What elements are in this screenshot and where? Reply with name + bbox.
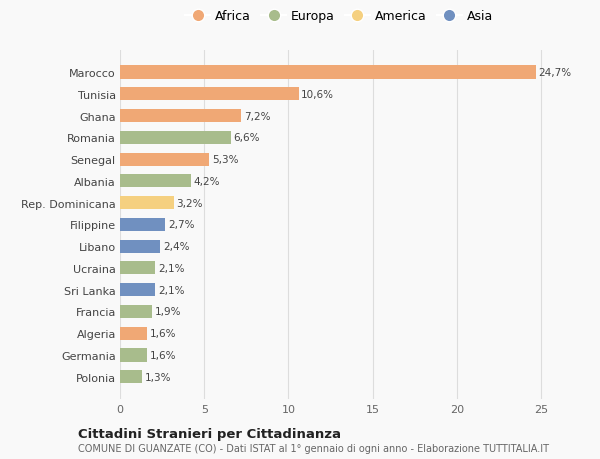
Bar bbox=[120, 110, 241, 123]
Text: 2,4%: 2,4% bbox=[163, 241, 190, 252]
Bar bbox=[120, 175, 191, 188]
Text: 1,9%: 1,9% bbox=[155, 307, 181, 317]
Bar bbox=[120, 327, 147, 340]
Text: 2,1%: 2,1% bbox=[158, 285, 184, 295]
Bar bbox=[120, 67, 536, 79]
Bar bbox=[120, 153, 209, 166]
Bar bbox=[120, 196, 174, 210]
Bar bbox=[120, 88, 299, 101]
Text: 10,6%: 10,6% bbox=[301, 90, 334, 100]
Bar bbox=[120, 218, 166, 231]
Text: Cittadini Stranieri per Cittadinanza: Cittadini Stranieri per Cittadinanza bbox=[78, 427, 341, 440]
Text: 7,2%: 7,2% bbox=[244, 112, 271, 121]
Text: 1,6%: 1,6% bbox=[149, 350, 176, 360]
Bar bbox=[120, 262, 155, 275]
Text: 2,1%: 2,1% bbox=[158, 263, 184, 274]
Text: 24,7%: 24,7% bbox=[539, 68, 572, 78]
Text: 6,6%: 6,6% bbox=[234, 133, 260, 143]
Bar bbox=[120, 132, 231, 145]
Text: 1,6%: 1,6% bbox=[149, 329, 176, 338]
Legend: Africa, Europa, America, Asia: Africa, Europa, America, Asia bbox=[182, 8, 496, 26]
Bar bbox=[120, 305, 152, 318]
Text: COMUNE DI GUANZATE (CO) - Dati ISTAT al 1° gennaio di ogni anno - Elaborazione T: COMUNE DI GUANZATE (CO) - Dati ISTAT al … bbox=[78, 443, 549, 453]
Text: 5,3%: 5,3% bbox=[212, 155, 238, 165]
Bar bbox=[120, 240, 160, 253]
Text: 1,3%: 1,3% bbox=[145, 372, 171, 382]
Bar bbox=[120, 370, 142, 383]
Text: 4,2%: 4,2% bbox=[193, 176, 220, 186]
Text: 2,7%: 2,7% bbox=[168, 220, 194, 230]
Bar bbox=[120, 284, 155, 297]
Bar bbox=[120, 349, 147, 362]
Text: 3,2%: 3,2% bbox=[176, 198, 203, 208]
